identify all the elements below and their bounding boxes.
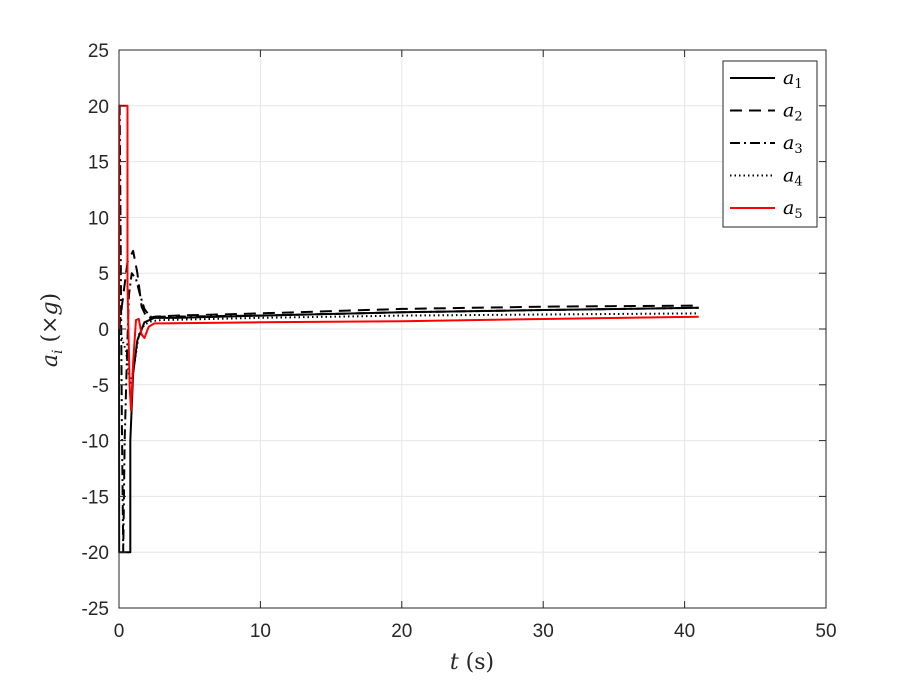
series-group [118, 104, 699, 554]
x-tick-label: 10 [250, 621, 271, 642]
legend-label-a5: a5 [783, 197, 803, 222]
series-line-a5 [118, 104, 699, 412]
y-tick-label: 10 [88, 208, 109, 229]
x-tick-label: 20 [391, 621, 412, 642]
y-axis-label: ai (×g) [38, 293, 66, 367]
ticks [118, 49, 827, 609]
legend-label-a1: a1 [783, 67, 803, 92]
x-tick-label: 50 [815, 621, 836, 642]
y-tick-label: 0 [98, 320, 109, 341]
y-tick-label: -15 [82, 487, 109, 508]
y-tick-label: 5 [98, 264, 109, 285]
y-tick-label: 15 [88, 153, 109, 174]
y-tick-label: 25 [88, 41, 109, 62]
legend-label-a3: a3 [783, 132, 803, 157]
x-tick-label: 0 [114, 621, 125, 642]
series-line-a4 [118, 312, 699, 386]
tick-labels: 0 10 20 30 40 50 -25 -20 -15 -10 -5 0 5 10 15 20 25 [82, 41, 837, 642]
grid [119, 50, 826, 608]
y-tick-label: -20 [82, 543, 109, 564]
y-tick-label: -5 [92, 376, 109, 397]
y-tick-label: -10 [82, 432, 109, 453]
legend-label-a2: a2 [783, 100, 803, 125]
legend-label-a4: a4 [783, 165, 803, 190]
x-axis-label: t (s) [450, 650, 494, 675]
y-tick-label: -25 [82, 599, 109, 620]
legend: a1 a2 a3 a4 a5 [722, 60, 818, 228]
x-tick-label: 40 [674, 621, 695, 642]
x-tick-label: 30 [533, 621, 554, 642]
y-tick-label: 20 [88, 97, 109, 118]
series-line-a3 [118, 104, 699, 554]
